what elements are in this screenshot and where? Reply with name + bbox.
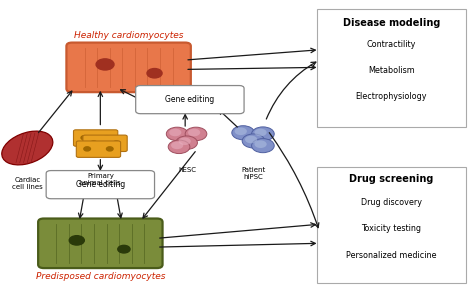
Circle shape — [91, 141, 97, 145]
Circle shape — [235, 128, 247, 135]
Text: Healthy cardiomyocytes: Healthy cardiomyocytes — [74, 30, 183, 39]
Circle shape — [176, 136, 197, 149]
Circle shape — [166, 127, 188, 141]
Circle shape — [81, 136, 88, 140]
Text: Gene editing: Gene editing — [165, 95, 215, 104]
Circle shape — [113, 141, 119, 145]
Ellipse shape — [2, 131, 53, 165]
FancyBboxPatch shape — [136, 86, 244, 114]
Circle shape — [188, 129, 200, 136]
Text: Personalized medicine: Personalized medicine — [346, 251, 437, 260]
Circle shape — [169, 129, 182, 136]
FancyBboxPatch shape — [73, 130, 118, 146]
Text: hESC: hESC — [179, 167, 197, 173]
Circle shape — [104, 136, 110, 140]
Text: Drug screening: Drug screening — [349, 174, 434, 184]
Text: Patient
hiPSC: Patient hiPSC — [241, 167, 265, 180]
Text: Contractility: Contractility — [366, 39, 416, 49]
Text: Toxicity testing: Toxicity testing — [361, 224, 421, 233]
Text: Gene editing: Gene editing — [76, 180, 125, 189]
Circle shape — [252, 127, 274, 141]
Circle shape — [245, 136, 257, 143]
Circle shape — [179, 137, 191, 145]
Text: Electrophysiology: Electrophysiology — [356, 92, 427, 101]
Text: Primary
animal cells: Primary animal cells — [80, 173, 121, 186]
Circle shape — [69, 236, 84, 245]
FancyBboxPatch shape — [66, 43, 191, 92]
FancyBboxPatch shape — [76, 141, 120, 157]
Circle shape — [84, 147, 91, 151]
Text: Disease modeling: Disease modeling — [343, 17, 440, 28]
FancyBboxPatch shape — [317, 167, 465, 283]
FancyBboxPatch shape — [38, 218, 163, 268]
Circle shape — [107, 147, 113, 151]
Circle shape — [168, 140, 190, 154]
Circle shape — [232, 126, 255, 140]
Circle shape — [147, 69, 162, 78]
Text: Metabolism: Metabolism — [368, 66, 415, 75]
Text: Cardiac
cell lines: Cardiac cell lines — [12, 177, 43, 190]
FancyBboxPatch shape — [46, 170, 155, 199]
Text: Drug discovery: Drug discovery — [361, 198, 422, 207]
Circle shape — [255, 129, 267, 136]
Circle shape — [118, 245, 130, 253]
Circle shape — [96, 59, 114, 70]
Circle shape — [252, 139, 274, 153]
Circle shape — [242, 134, 265, 148]
FancyBboxPatch shape — [83, 135, 127, 152]
Circle shape — [185, 127, 207, 141]
Text: Predisposed cardiomyocytes: Predisposed cardiomyocytes — [36, 272, 165, 281]
Circle shape — [255, 140, 267, 148]
FancyBboxPatch shape — [317, 9, 465, 128]
Circle shape — [171, 141, 183, 149]
